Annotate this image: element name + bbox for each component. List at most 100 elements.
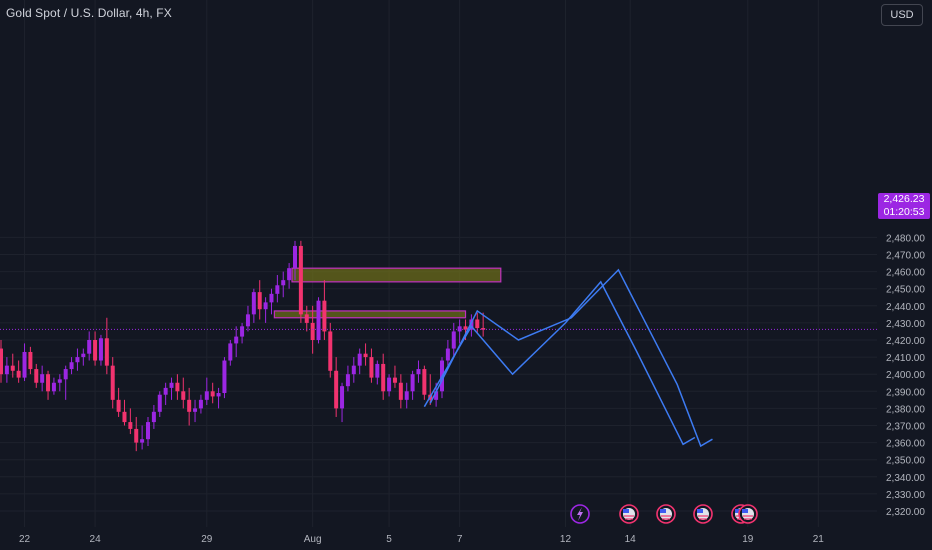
candle-body (46, 374, 51, 392)
candle-body (387, 377, 392, 392)
us-flag-event-icon[interactable] (693, 504, 713, 524)
price-tick-label: 2,330.00 (886, 490, 925, 501)
time-tick-label: Aug (304, 534, 322, 545)
candle-body (228, 343, 233, 361)
candle-body (157, 394, 162, 412)
candle-body (287, 268, 292, 281)
candle-body (398, 382, 403, 400)
candle-body (198, 399, 203, 409)
candle-body (210, 391, 215, 397)
candle-body (240, 326, 245, 337)
lightning-icon (577, 507, 583, 521)
time-tick-label: 21 (813, 534, 825, 545)
candle-body (122, 411, 127, 423)
candle-body (351, 365, 356, 375)
candle-body (410, 374, 415, 392)
time-axis-bg (0, 527, 932, 550)
candle-body (475, 319, 480, 329)
time-tick-label: 12 (560, 534, 572, 545)
price-tick-label: 2,380.00 (886, 404, 925, 415)
candle-body (251, 292, 256, 315)
price-tick-label: 2,450.00 (886, 285, 925, 296)
price-tick-label: 2,480.00 (886, 233, 925, 244)
candle-body (34, 369, 39, 383)
candle-body (22, 351, 27, 378)
candle-body (334, 370, 339, 409)
candle-body (222, 360, 227, 394)
price-tick-label: 2,460.00 (886, 268, 925, 279)
projection-path (429, 268, 713, 448)
candle-body (369, 357, 374, 378)
candle-body (51, 382, 56, 392)
projection-path (423, 280, 696, 446)
candle-body (451, 331, 456, 349)
candle-body (116, 399, 121, 412)
chart-grid (0, 0, 877, 527)
supply-zone (273, 310, 467, 319)
candle-body (134, 428, 139, 443)
last-price-value: 2,426.23 (883, 193, 925, 205)
candle-body (310, 322, 315, 340)
candle-body (163, 387, 168, 395)
flag-canton (623, 509, 629, 513)
candle-body (193, 408, 198, 412)
candle-body (204, 391, 209, 400)
candle-body (175, 382, 180, 392)
candle-body (298, 245, 303, 315)
flag-canton (660, 509, 666, 513)
candle-body (345, 374, 350, 387)
candle-body (4, 365, 9, 375)
event-icons[interactable] (570, 504, 758, 524)
candle-body (151, 411, 156, 423)
price-axis-bg (877, 0, 932, 550)
candle-body (81, 353, 86, 358)
us-flag-event-icon[interactable] (738, 504, 758, 524)
candle-body (104, 338, 109, 366)
candle-body (322, 300, 327, 332)
flag-canton (742, 509, 748, 513)
candle-body (469, 319, 474, 330)
time-tick-label: 24 (90, 534, 102, 545)
us-flag-event-icon[interactable] (619, 504, 639, 524)
time-tick-label: 7 (457, 534, 463, 545)
candle-body (392, 377, 397, 383)
us-flag-event-icon[interactable] (656, 504, 676, 524)
candle-body (257, 292, 262, 310)
candle-body (375, 363, 380, 378)
price-tick-label: 2,470.00 (886, 251, 925, 262)
time-tick-label: 19 (742, 534, 754, 545)
price-axis[interactable]: 2,320.00 2,330.00 2,340.00 2,350.00 2,360.00… (877, 0, 932, 550)
candle-body (28, 351, 33, 370)
candle-body (357, 353, 362, 366)
candle-body (98, 338, 103, 361)
candle-body (216, 393, 221, 397)
projection-paths (423, 268, 713, 448)
time-axis[interactable]: 22 24 29 Aug 5 7 12 14 19 21 (0, 527, 932, 550)
candle-body (169, 382, 174, 388)
candle-body (140, 439, 145, 443)
candle-body (434, 391, 439, 400)
price-tick-label: 2,410.00 (886, 353, 925, 364)
price-tick-label: 2,370.00 (886, 422, 925, 433)
candle-body (57, 379, 62, 383)
currency-button[interactable]: USD (881, 4, 923, 26)
price-tick-label: 2,420.00 (886, 336, 925, 347)
candles (0, 240, 486, 452)
candle-body (87, 340, 92, 354)
candle-body (422, 369, 427, 395)
candle-body (75, 357, 80, 363)
candle-body (340, 386, 345, 409)
lightning-event-icon[interactable] (570, 504, 590, 524)
price-tick-label: 2,320.00 (886, 507, 925, 518)
time-tick-label: 29 (201, 534, 213, 545)
candle-body (445, 348, 450, 361)
candle-body (281, 280, 286, 286)
candle-body (128, 422, 133, 429)
last-price-tag: 2,426.23 01:20:53 (878, 193, 930, 219)
time-tick-label: 5 (386, 534, 392, 545)
time-tick-label: 22 (19, 534, 31, 545)
candle-body (10, 365, 15, 371)
candle-body (245, 314, 250, 327)
candle-body (269, 293, 274, 303)
